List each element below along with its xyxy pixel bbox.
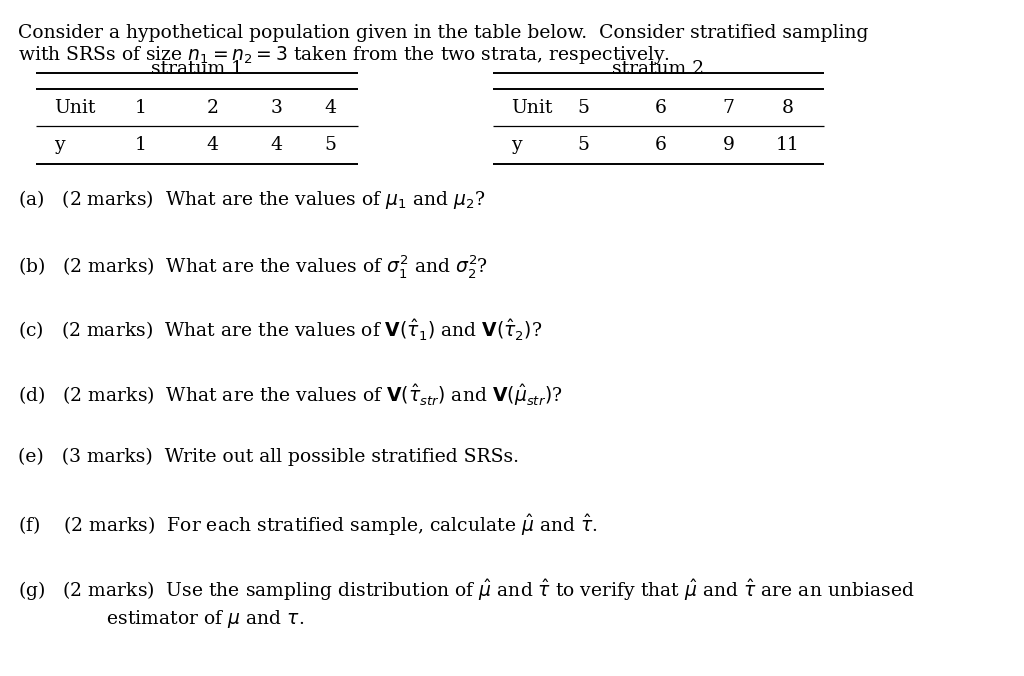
Text: 11: 11 [775,137,800,154]
Text: Consider a hypothetical population given in the table below.  Consider stratifie: Consider a hypothetical population given… [18,24,868,42]
Text: y: y [54,137,65,154]
Text: Unit: Unit [54,99,95,117]
Text: stratum 2: stratum 2 [612,59,705,78]
Text: 5: 5 [325,137,336,154]
Text: (g)   (2 marks)  Use the sampling distribution of $\hat{\mu}$ and $\hat{\tau}$ t: (g) (2 marks) Use the sampling distribut… [18,577,914,603]
Text: (f)    (2 marks)  For each stratified sample, calculate $\hat{\mu}$ and $\hat{\t: (f) (2 marks) For each stratified sample… [18,512,598,538]
Text: 9: 9 [723,137,734,154]
Text: 1: 1 [134,137,146,154]
Text: 1: 1 [134,99,146,117]
Text: y: y [511,137,522,154]
Text: (e)   (3 marks)  Write out all possible stratified SRSs.: (e) (3 marks) Write out all possible str… [18,448,519,466]
Text: 8: 8 [781,99,794,117]
Text: estimator of $\mu$ and $\tau$.: estimator of $\mu$ and $\tau$. [47,608,304,631]
Text: 3: 3 [270,99,282,117]
Text: 6: 6 [654,137,667,154]
Text: 4: 4 [325,99,336,117]
Text: (a)   (2 marks)  What are the values of $\mu_1$ and $\mu_2$?: (a) (2 marks) What are the values of $\m… [18,188,485,211]
Text: (b)   (2 marks)  What are the values of $\sigma_1^2$ and $\sigma_2^2$?: (b) (2 marks) What are the values of $\s… [18,253,488,280]
Text: 2: 2 [207,99,219,117]
Text: Unit: Unit [511,99,553,117]
Text: 5: 5 [578,137,590,154]
Text: 5: 5 [578,99,590,117]
Text: stratum 1: stratum 1 [151,59,243,78]
Text: 4: 4 [207,137,219,154]
Text: with SRSs of size $n_1 = n_2 = 3$ taken from the two strata, respectively.: with SRSs of size $n_1 = n_2 = 3$ taken … [18,44,670,66]
Text: (c)   (2 marks)  What are the values of $\mathbf{V}(\hat{\tau}_1)$ and $\mathbf{: (c) (2 marks) What are the values of $\m… [18,318,543,343]
Text: 7: 7 [723,99,734,117]
Text: 6: 6 [654,99,667,117]
Text: 4: 4 [270,137,282,154]
Text: (d)   (2 marks)  What are the values of $\mathbf{V}(\hat{\tau}_{str})$ and $\mat: (d) (2 marks) What are the values of $\m… [18,383,562,408]
